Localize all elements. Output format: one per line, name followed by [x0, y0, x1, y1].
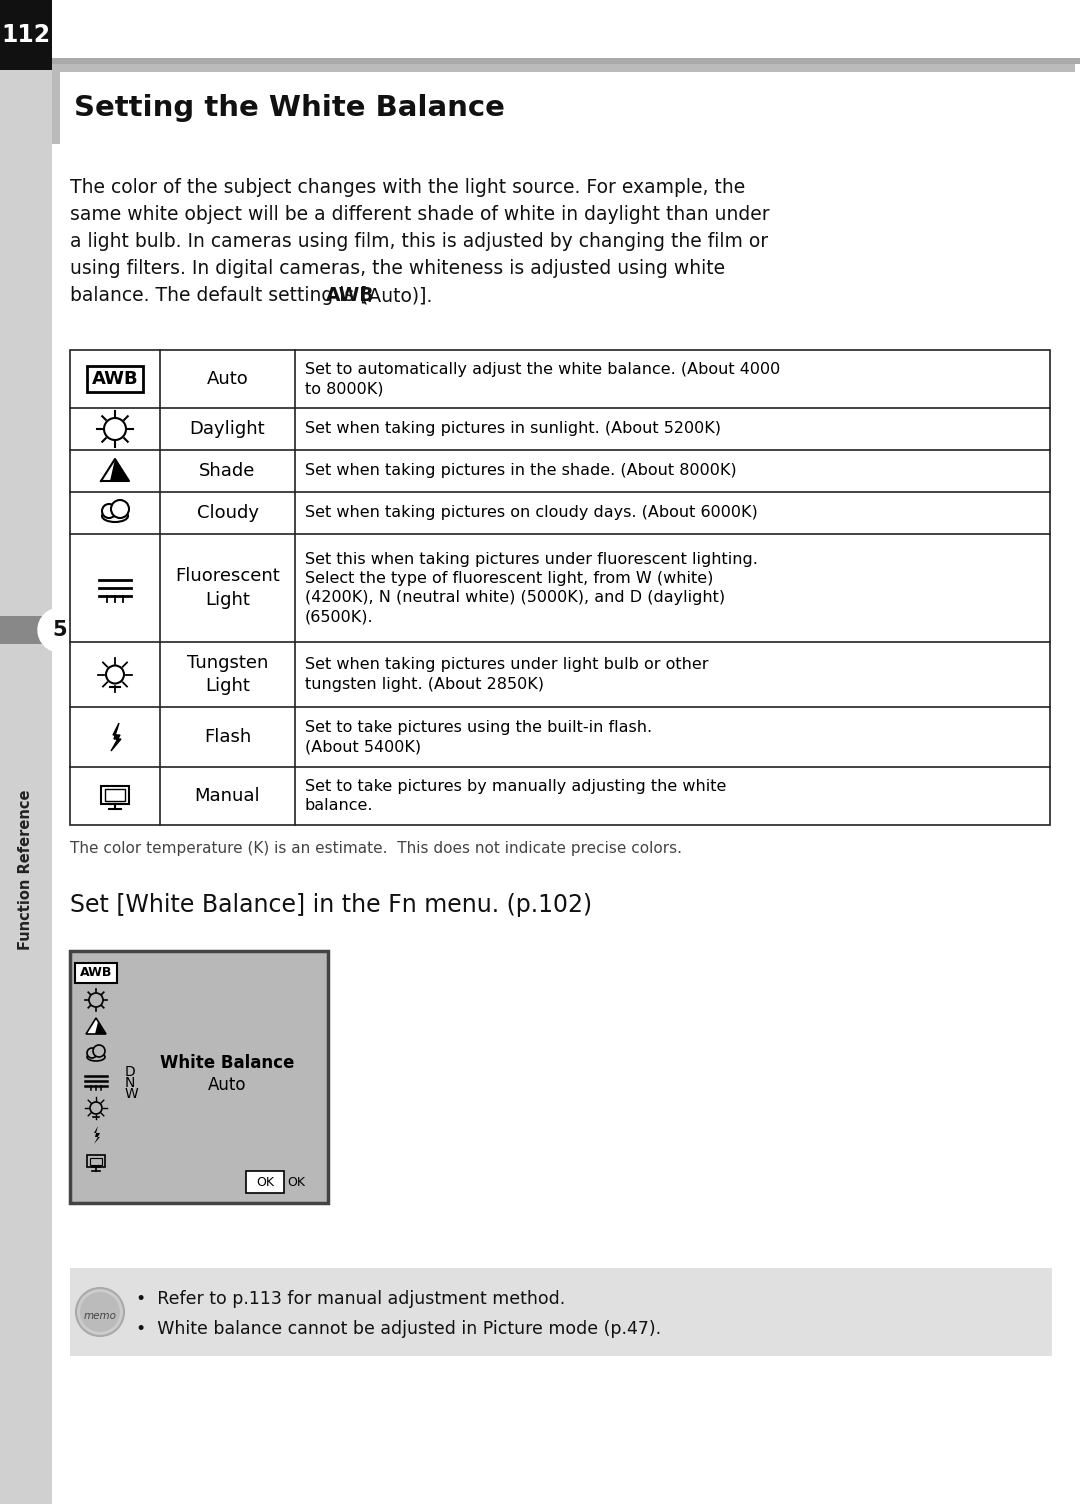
Bar [70, 951, 328, 1203]
Text: Manual: Manual [194, 787, 260, 805]
Bar [70, 1268, 1052, 1357]
Circle shape [111, 499, 129, 517]
Bar [0, 0, 52, 71]
Text: Cloudy: Cloudy [197, 504, 258, 522]
Text: OK: OK [256, 1176, 274, 1188]
Text: using filters. In digital cameras, the whiteness is adjusted using white: using filters. In digital cameras, the w… [70, 259, 725, 278]
Bar [87, 1155, 105, 1167]
Bar [102, 787, 129, 805]
Text: Fluorescent
Light: Fluorescent Light [175, 567, 280, 609]
Circle shape [93, 1045, 105, 1057]
Ellipse shape [102, 510, 129, 522]
Text: Auto: Auto [207, 1075, 246, 1093]
Text: Set when taking pictures on cloudy days. (About 6000K): Set when taking pictures on cloudy days.… [305, 505, 758, 520]
Text: 5: 5 [53, 620, 67, 641]
Text: (Auto)].: (Auto)]. [355, 286, 433, 305]
Bar [70, 350, 1050, 826]
Text: •  Refer to p.113 for manual adjustment method.: • Refer to p.113 for manual adjustment m… [136, 1290, 565, 1308]
Text: Shade: Shade [200, 462, 256, 480]
Bar [52, 65, 1075, 72]
Text: D: D [125, 1065, 136, 1078]
Bar [52, 59, 1080, 65]
Text: AWB: AWB [92, 370, 138, 388]
Text: Function Reference: Function Reference [18, 790, 33, 951]
Text: same white object will be a different shade of white in daylight than under: same white object will be a different sh… [70, 205, 770, 224]
Text: Set this when taking pictures under fluorescent lighting.
Select the type of flu: Set this when taking pictures under fluo… [305, 552, 758, 624]
Bar [52, 65, 60, 144]
Text: memo: memo [83, 1311, 117, 1321]
Bar [0, 617, 60, 644]
Bar [75, 963, 117, 984]
Text: •  White balance cannot be adjusted in Picture mode (p.47).: • White balance cannot be adjusted in Pi… [136, 1321, 661, 1339]
Text: Daylight: Daylight [190, 420, 266, 438]
Ellipse shape [87, 1053, 105, 1060]
Text: Set when taking pictures in sunlight. (About 5200K): Set when taking pictures in sunlight. (A… [305, 421, 721, 436]
Text: AWB: AWB [80, 967, 112, 979]
Text: Flash: Flash [204, 728, 252, 746]
Bar [105, 790, 125, 802]
Circle shape [80, 1292, 120, 1333]
Polygon shape [95, 1023, 106, 1035]
Text: Auto: Auto [206, 370, 248, 388]
Text: Set when taking pictures in the shade. (About 8000K): Set when taking pictures in the shade. (… [305, 463, 737, 478]
Text: The color temperature (K) is an estimate.  This does not indicate precise colors: The color temperature (K) is an estimate… [70, 841, 681, 856]
Polygon shape [111, 723, 121, 750]
Text: Setting the White Balance: Setting the White Balance [75, 93, 504, 122]
Text: W: W [125, 1087, 138, 1101]
Text: Set [White Balance] in the Fn menu. (p.102): Set [White Balance] in the Fn menu. (p.1… [70, 893, 592, 917]
Polygon shape [94, 1126, 100, 1145]
Bar [90, 1158, 102, 1166]
Polygon shape [86, 1018, 106, 1035]
Text: White Balance: White Balance [160, 1054, 294, 1072]
Text: Set when taking pictures under light bulb or other
tungsten light. (About 2850K): Set when taking pictures under light bul… [305, 657, 708, 692]
Text: Set to automatically adjust the white balance. (About 4000
to 8000K): Set to automatically adjust the white ba… [305, 362, 780, 396]
Text: Tungsten
Light: Tungsten Light [187, 654, 268, 695]
Polygon shape [110, 459, 129, 481]
Text: balance. The default setting is [: balance. The default setting is [ [70, 286, 367, 305]
Text: Set to take pictures by manually adjusting the white
balance.: Set to take pictures by manually adjusti… [305, 779, 727, 814]
Circle shape [38, 608, 82, 653]
Circle shape [87, 1048, 97, 1057]
Text: N: N [125, 1075, 135, 1090]
Text: Set to take pictures using the built-in flash.
(About 5400K): Set to take pictures using the built-in … [305, 720, 652, 754]
Bar [87, 365, 143, 393]
Text: 112: 112 [1, 23, 51, 47]
Text: OK: OK [287, 1176, 305, 1188]
Bar [0, 71, 52, 1504]
Bar [246, 1172, 284, 1193]
Text: a light bulb. In cameras using film, this is adjusted by changing the film or: a light bulb. In cameras using film, thi… [70, 232, 768, 251]
Circle shape [102, 504, 116, 517]
Text: The color of the subject changes with the light source. For example, the: The color of the subject changes with th… [70, 177, 745, 197]
Circle shape [76, 1287, 124, 1336]
Text: AWB: AWB [326, 286, 375, 305]
Bar [52, 65, 1080, 144]
